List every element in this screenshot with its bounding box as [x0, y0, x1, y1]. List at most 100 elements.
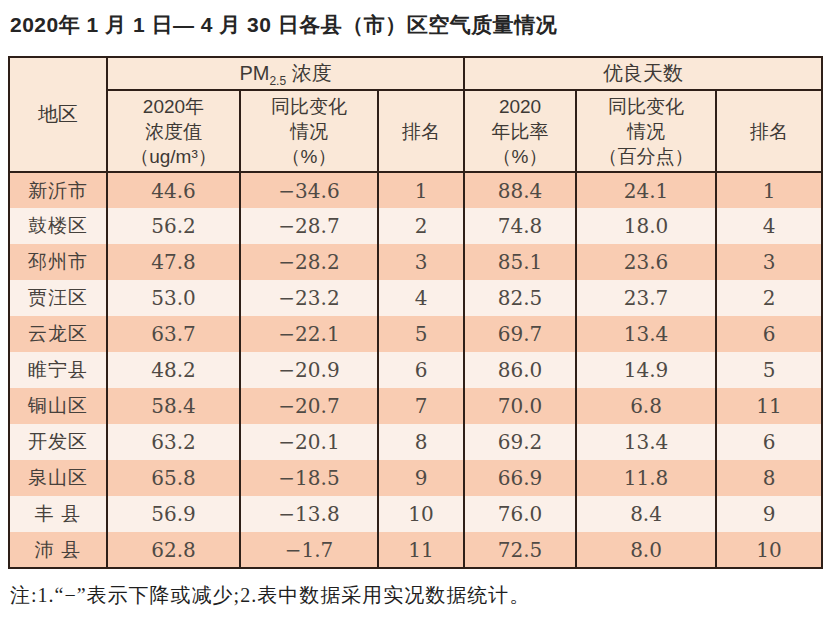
cell-region: 贾汪区: [9, 280, 107, 316]
cell-pm-rank: 9: [378, 460, 464, 496]
cell-good-change: 14.9: [576, 352, 716, 388]
group-header-pm25: PM2.5 浓度: [107, 57, 464, 90]
cell-pm-rank: 4: [378, 280, 464, 316]
document-page: 2020年 1 月 1 日— 4 月 30 日各县（市）区空气质量情况 地区 P…: [0, 0, 825, 620]
cell-region: 丰 县: [9, 496, 107, 532]
cell-good-change: 23.7: [576, 280, 716, 316]
table-row: 铜山区58.4−20.7770.06.811: [9, 388, 822, 424]
column-header-good-change: 同比变化 情况 （百分点）: [576, 90, 716, 172]
cell-pm-rank: 2: [378, 208, 464, 244]
table-row: 新沂市44.6−34.6188.424.11: [9, 172, 822, 208]
cell-good-rank: 2: [716, 280, 822, 316]
table-body: 新沂市44.6−34.6188.424.11鼓楼区56.2−28.7274.81…: [9, 172, 822, 568]
cell-pm-rank: 1: [378, 172, 464, 208]
footnote: 注:1.“−”表示下降或减少;2.表中数据采用实况数据统计。: [8, 582, 821, 608]
good-days-label: 优良天数: [603, 62, 683, 84]
cell-pm-change: −20.1: [240, 424, 378, 460]
cell-good-change: 11.8: [576, 460, 716, 496]
column-header-region: 地区: [9, 57, 107, 172]
cell-pm-change: −20.9: [240, 352, 378, 388]
table-row: 沛 县62.8−1.71172.58.010: [9, 532, 822, 568]
cell-good-change: 8.4: [576, 496, 716, 532]
column-header-good-rank: 排名: [716, 90, 822, 172]
cell-pm-value: 58.4: [107, 388, 240, 424]
cell-pm-rank: 5: [378, 316, 464, 352]
cell-pm-rank: 6: [378, 352, 464, 388]
cell-pm-value: 53.0: [107, 280, 240, 316]
cell-pm-value: 63.2: [107, 424, 240, 460]
cell-good-rank: 9: [716, 496, 822, 532]
table-row: 丰 县56.9−13.81076.08.49: [9, 496, 822, 532]
cell-region: 云龙区: [9, 316, 107, 352]
cell-pm-value: 47.8: [107, 244, 240, 280]
cell-good-ratio: 69.2: [464, 424, 576, 460]
page-title: 2020年 1 月 1 日— 4 月 30 日各县（市）区空气质量情况: [8, 10, 821, 40]
cell-pm-change: −22.1: [240, 316, 378, 352]
cell-good-rank: 4: [716, 208, 822, 244]
cell-good-rank: 5: [716, 352, 822, 388]
cell-good-rank: 8: [716, 460, 822, 496]
cell-good-rank: 6: [716, 316, 822, 352]
cell-good-ratio: 86.0: [464, 352, 576, 388]
table-row: 泉山区65.8−18.5966.911.88: [9, 460, 822, 496]
cell-region: 新沂市: [9, 172, 107, 208]
column-header-pm-rank: 排名: [378, 90, 464, 172]
pm25-label-suffix: 浓度: [286, 62, 332, 84]
cell-good-ratio: 72.5: [464, 532, 576, 568]
column-header-good-ratio: 2020 年比率 （%）: [464, 90, 576, 172]
cell-pm-change: −18.5: [240, 460, 378, 496]
pm25-label-subscript: 2.5: [269, 74, 286, 88]
cell-good-change: 18.0: [576, 208, 716, 244]
cell-region: 开发区: [9, 424, 107, 460]
pm25-label-prefix: PM: [239, 62, 269, 84]
table-row: 开发区63.2−20.1869.213.46: [9, 424, 822, 460]
column-header-pm-change: 同比变化 情况 （%）: [240, 90, 378, 172]
cell-good-change: 8.0: [576, 532, 716, 568]
cell-pm-change: −28.2: [240, 244, 378, 280]
cell-pm-rank: 10: [378, 496, 464, 532]
cell-region: 沛 县: [9, 532, 107, 568]
cell-good-change: 6.8: [576, 388, 716, 424]
cell-pm-change: −1.7: [240, 532, 378, 568]
cell-pm-change: −23.2: [240, 280, 378, 316]
cell-good-rank: 11: [716, 388, 822, 424]
cell-good-ratio: 69.7: [464, 316, 576, 352]
cell-pm-rank: 11: [378, 532, 464, 568]
cell-pm-rank: 7: [378, 388, 464, 424]
cell-good-ratio: 85.1: [464, 244, 576, 280]
column-header-pm-value: 2020年 浓度值 （ug/m³）: [107, 90, 240, 172]
group-header-good-days: 优良天数: [464, 57, 822, 90]
cell-pm-value: 44.6: [107, 172, 240, 208]
cell-region: 睢宁县: [9, 352, 107, 388]
cell-good-rank: 1: [716, 172, 822, 208]
cell-good-change: 23.6: [576, 244, 716, 280]
cell-good-ratio: 76.0: [464, 496, 576, 532]
cell-pm-value: 62.8: [107, 532, 240, 568]
table-row: 鼓楼区56.2−28.7274.818.04: [9, 208, 822, 244]
cell-good-ratio: 82.5: [464, 280, 576, 316]
cell-good-ratio: 70.0: [464, 388, 576, 424]
cell-region: 邳州市: [9, 244, 107, 280]
table-header: 地区 PM2.5 浓度 优良天数 2020年 浓度值 （ug/m³） 同比变化 …: [9, 57, 822, 172]
cell-good-rank: 6: [716, 424, 822, 460]
air-quality-table: 地区 PM2.5 浓度 优良天数 2020年 浓度值 （ug/m³） 同比变化 …: [8, 56, 823, 569]
cell-pm-value: 56.9: [107, 496, 240, 532]
cell-pm-rank: 8: [378, 424, 464, 460]
cell-good-ratio: 88.4: [464, 172, 576, 208]
cell-good-change: 13.4: [576, 424, 716, 460]
table-row: 睢宁县48.2−20.9686.014.95: [9, 352, 822, 388]
cell-pm-change: −34.6: [240, 172, 378, 208]
cell-pm-value: 48.2: [107, 352, 240, 388]
cell-pm-rank: 3: [378, 244, 464, 280]
cell-pm-value: 65.8: [107, 460, 240, 496]
header-group-row: 地区 PM2.5 浓度 优良天数: [9, 57, 822, 90]
table-row: 邳州市47.8−28.2385.123.63: [9, 244, 822, 280]
cell-region: 泉山区: [9, 460, 107, 496]
cell-good-ratio: 74.8: [464, 208, 576, 244]
header-sub-row: 2020年 浓度值 （ug/m³） 同比变化 情况 （%） 排名 2020 年比…: [9, 90, 822, 172]
cell-good-change: 24.1: [576, 172, 716, 208]
cell-pm-value: 63.7: [107, 316, 240, 352]
table-row: 贾汪区53.0−23.2482.523.72: [9, 280, 822, 316]
cell-region: 鼓楼区: [9, 208, 107, 244]
cell-pm-value: 56.2: [107, 208, 240, 244]
